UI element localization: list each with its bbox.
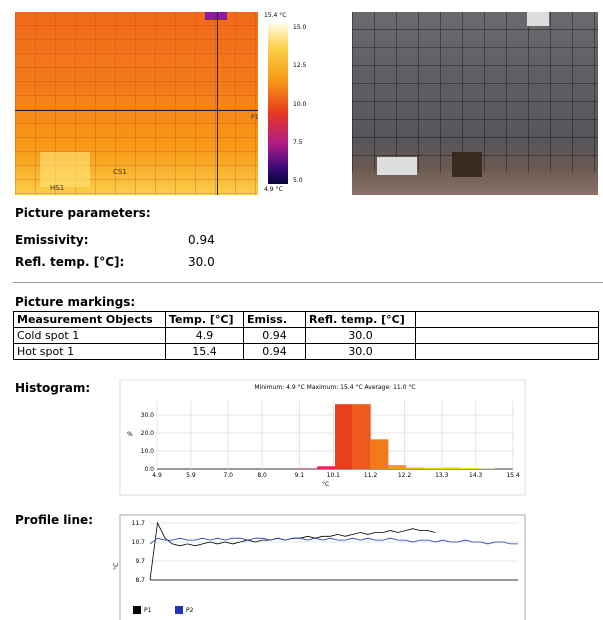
y-label: °C <box>113 563 120 570</box>
markings-table: Measurement Objects Temp. [°C] Emiss. Refl.… <box>13 311 599 360</box>
bar <box>335 404 353 469</box>
x-label: °C <box>322 481 329 488</box>
x-tick-label: 4.9 <box>152 472 162 479</box>
cell: Hot spot 1 <box>13 343 166 360</box>
x-tick-label: 8.0 <box>257 472 267 479</box>
th: Refl. temp. [°C] <box>305 311 416 328</box>
y-label: % <box>127 431 133 438</box>
y-tick-label: 11.7 <box>132 520 146 527</box>
cell: 0.94 <box>243 343 306 360</box>
cell: 30.0 <box>305 343 416 360</box>
scale-max: 15.4 °C <box>264 12 287 19</box>
y-tick-label: 30.0 <box>141 412 155 419</box>
y-tick-label: 0.0 <box>144 466 154 473</box>
section-title: Profile line: <box>15 513 93 527</box>
bar <box>406 467 424 469</box>
plot-frame <box>119 379 526 496</box>
scale-label: 7.5 <box>293 138 303 146</box>
x-tick-label: 10.1 <box>327 472 341 479</box>
marker-label: P1 <box>251 114 258 121</box>
x-tick-label: 14.3 <box>469 472 483 479</box>
cell: 30.0 <box>305 327 416 344</box>
y-tick-label: 9.7 <box>135 558 145 565</box>
bar <box>424 467 442 469</box>
scale-label: 12.5 <box>293 62 307 70</box>
section-title: Picture markings: <box>15 295 136 309</box>
cell: 15.4 <box>165 343 244 360</box>
plot-frame <box>119 514 526 620</box>
section-title: Picture parameters: <box>15 206 151 220</box>
scale-min: 4.9 °C <box>264 186 283 193</box>
bar <box>388 465 407 469</box>
photo <box>352 12 598 195</box>
x-tick-label: 13.3 <box>435 472 449 479</box>
legend-swatch <box>175 606 183 614</box>
marker-label: CS1 <box>113 168 127 176</box>
param-label: Refl. temp. [°C]: <box>15 255 125 269</box>
th: Measurement Objects <box>13 311 166 328</box>
cell: 0.94 <box>243 327 306 344</box>
y-tick-label: 10.7 <box>132 539 146 546</box>
line <box>149 537 518 545</box>
scale-labels: 15.0 12.5 10.0 7.5 5.0 <box>293 24 318 184</box>
marker-label: HS1 <box>50 184 65 192</box>
y-tick-label: 8.7 <box>135 577 145 584</box>
bar <box>299 468 318 469</box>
bar <box>441 467 460 469</box>
bar <box>352 404 371 469</box>
thermal-image: HS1 CS1 P1 <box>15 12 258 195</box>
param-value: 30.0 <box>188 255 215 269</box>
x-tick-label: 15.4 <box>506 472 520 479</box>
legend-label: P1 <box>144 607 152 614</box>
param-value: 0.94 <box>188 233 215 247</box>
legend-label: P2 <box>186 607 194 614</box>
scale-label: 10.0 <box>293 100 307 108</box>
scale-label: 15.0 <box>293 24 307 31</box>
chart-title: Minimum: 4.9 °C Maximum: 15.4 °C Average… <box>254 384 415 391</box>
y-tick-label: 20.0 <box>141 430 155 437</box>
bar <box>459 467 478 469</box>
x-tick-label: 12.2 <box>398 472 412 479</box>
scale-label: 5.0 <box>293 177 303 184</box>
color-scale <box>268 24 288 184</box>
line <box>149 521 436 581</box>
legend-swatch <box>133 606 141 614</box>
param-label: Emissivity: <box>15 233 89 247</box>
x-tick-label: 5.9 <box>186 472 196 479</box>
bar <box>317 466 335 469</box>
divider <box>13 282 603 283</box>
x-tick-label: 9.1 <box>295 472 305 479</box>
section-title: Histogram: <box>15 381 91 395</box>
x-tick-label: 7.0 <box>223 472 233 479</box>
bar <box>370 439 389 469</box>
x-tick-label: 11.2 <box>364 472 378 479</box>
th: Temp. [°C] <box>165 311 244 328</box>
y-tick-label: 10.0 <box>141 448 155 455</box>
